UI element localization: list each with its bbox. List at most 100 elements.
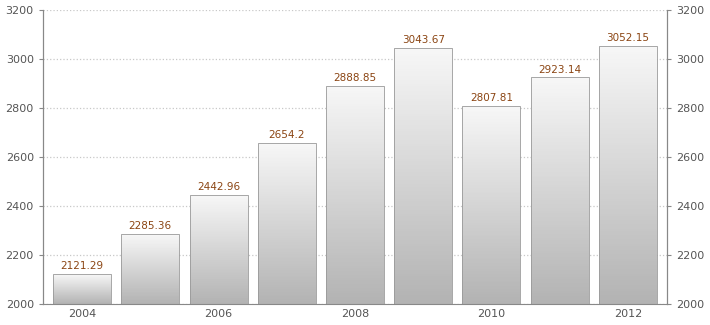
Bar xyxy=(326,159,384,160)
Bar xyxy=(326,273,384,275)
Bar xyxy=(599,214,657,216)
Bar xyxy=(462,190,520,192)
Bar xyxy=(462,299,520,301)
Bar xyxy=(462,246,520,248)
Bar xyxy=(326,257,384,258)
Bar xyxy=(190,250,248,251)
Bar xyxy=(530,110,589,111)
Bar xyxy=(258,265,316,266)
Bar xyxy=(530,93,589,95)
Bar xyxy=(462,236,520,238)
Bar xyxy=(599,48,657,50)
Bar xyxy=(394,197,452,199)
Bar xyxy=(258,253,316,254)
Bar xyxy=(121,286,180,287)
Bar xyxy=(599,134,657,136)
Bar xyxy=(394,210,452,212)
Bar xyxy=(394,174,452,176)
Bar xyxy=(394,218,452,221)
Bar xyxy=(258,178,316,179)
Bar xyxy=(462,212,520,213)
Bar xyxy=(462,122,520,124)
Bar xyxy=(394,255,452,257)
Bar xyxy=(258,237,316,238)
Bar xyxy=(121,257,180,258)
Bar xyxy=(121,297,180,298)
Bar xyxy=(258,155,316,157)
Bar xyxy=(599,162,657,164)
Bar xyxy=(394,140,452,142)
Bar xyxy=(326,280,384,282)
Bar xyxy=(462,206,520,208)
Bar xyxy=(190,228,248,229)
Bar xyxy=(326,288,384,289)
Bar xyxy=(394,170,452,172)
Bar xyxy=(530,124,589,126)
Bar xyxy=(394,48,452,50)
Bar xyxy=(599,171,657,173)
Bar xyxy=(530,270,589,272)
Text: 2285.36: 2285.36 xyxy=(129,221,172,231)
Bar xyxy=(599,119,657,121)
Bar xyxy=(394,69,452,72)
Bar xyxy=(394,240,452,242)
Bar xyxy=(258,218,316,220)
Bar xyxy=(190,212,248,213)
Bar xyxy=(121,242,180,243)
Bar xyxy=(326,128,384,129)
Bar xyxy=(258,214,316,215)
Bar xyxy=(599,65,657,67)
Bar xyxy=(258,146,316,148)
Bar xyxy=(394,189,452,191)
Bar xyxy=(530,111,589,113)
Bar xyxy=(258,272,316,273)
Bar xyxy=(394,248,452,251)
Bar xyxy=(190,253,248,254)
Bar xyxy=(121,271,180,272)
Bar xyxy=(326,166,384,168)
Bar xyxy=(462,297,520,299)
Bar xyxy=(530,223,589,225)
Bar xyxy=(394,285,452,287)
Bar xyxy=(121,303,180,304)
Bar xyxy=(326,148,384,150)
Bar xyxy=(530,261,589,262)
Bar xyxy=(530,283,589,285)
Bar xyxy=(462,221,520,223)
Text: 3052.15: 3052.15 xyxy=(606,33,650,43)
Bar xyxy=(326,162,384,164)
Bar xyxy=(599,112,657,115)
Bar xyxy=(599,175,657,177)
Bar xyxy=(462,144,520,145)
Bar xyxy=(190,225,248,226)
Bar xyxy=(599,293,657,295)
Bar xyxy=(258,279,316,280)
Bar xyxy=(258,236,316,237)
Bar xyxy=(599,155,657,158)
Bar xyxy=(599,106,657,108)
Bar xyxy=(462,243,520,244)
Bar xyxy=(530,287,589,289)
Bar xyxy=(530,145,589,147)
Bar xyxy=(599,61,657,63)
Bar xyxy=(326,131,384,133)
Bar xyxy=(530,144,589,145)
Bar xyxy=(190,195,248,196)
Bar xyxy=(258,185,316,186)
Bar xyxy=(326,229,384,231)
Bar xyxy=(121,291,180,292)
Bar xyxy=(599,297,657,300)
Bar xyxy=(190,221,248,222)
Bar xyxy=(599,267,657,269)
Bar xyxy=(462,249,520,251)
Bar xyxy=(599,209,657,212)
Bar xyxy=(121,234,180,304)
Bar xyxy=(190,238,248,239)
Bar xyxy=(190,206,248,207)
Bar xyxy=(121,278,180,279)
Bar xyxy=(530,298,589,300)
Bar xyxy=(394,238,452,240)
Bar xyxy=(258,206,316,208)
Bar xyxy=(530,200,589,202)
Bar xyxy=(599,46,657,304)
